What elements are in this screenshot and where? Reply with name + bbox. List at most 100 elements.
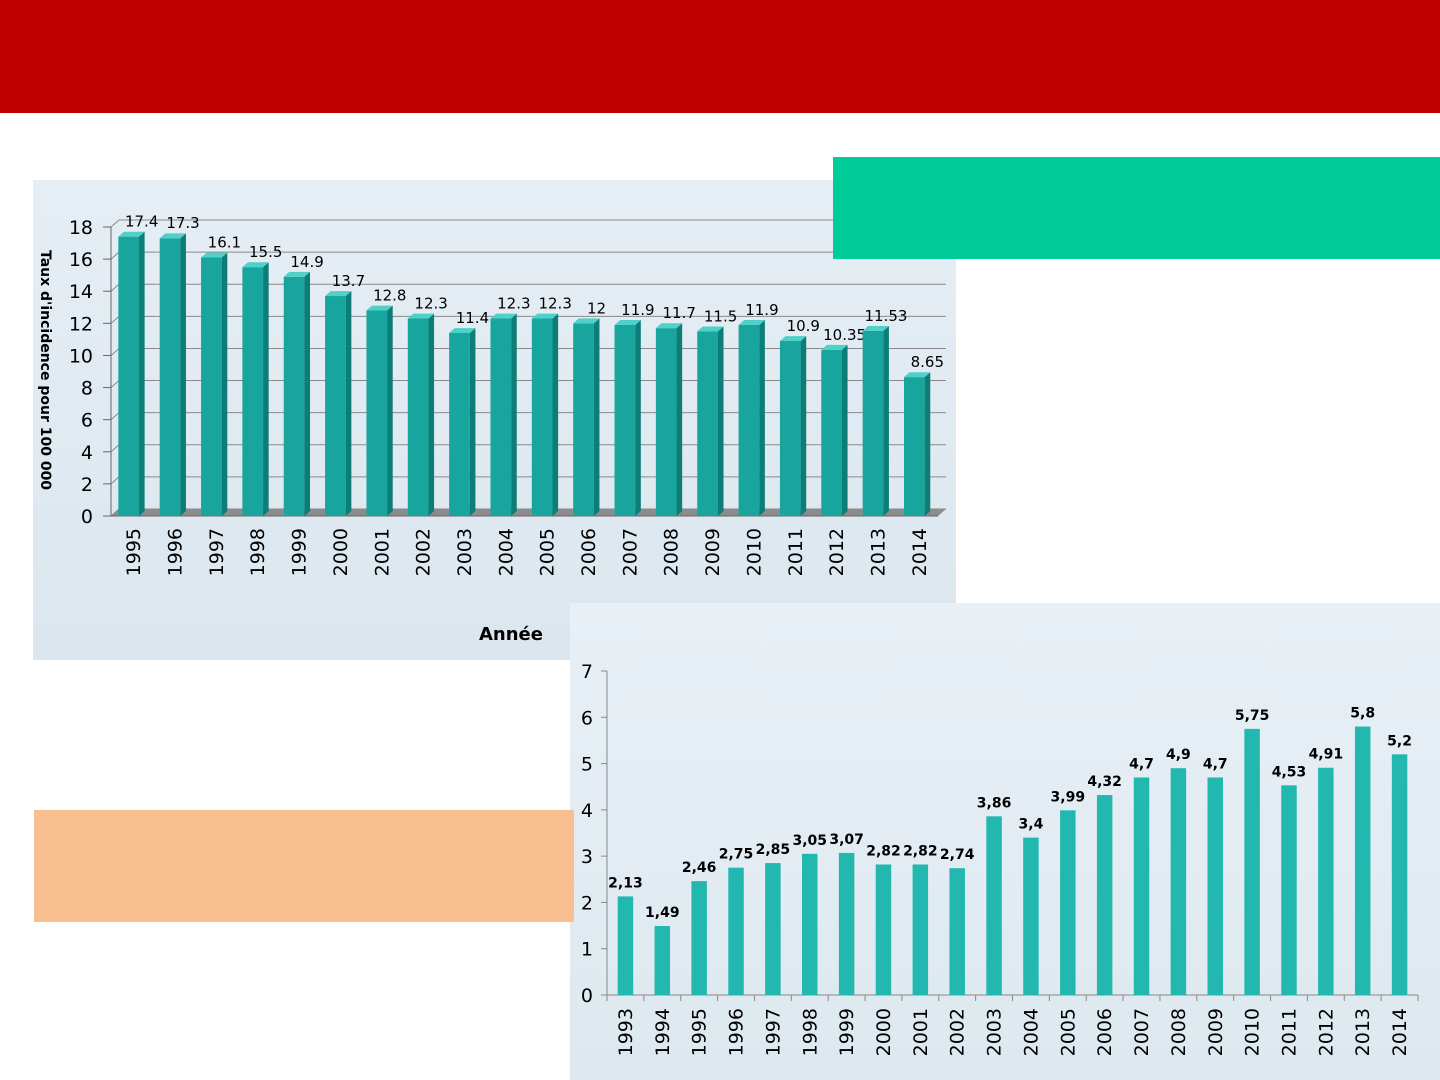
bar-side	[635, 320, 641, 516]
bar	[738, 320, 765, 516]
bar	[838, 852, 855, 995]
bar-front	[159, 238, 181, 516]
bar-front	[862, 330, 884, 516]
bar	[765, 863, 781, 995]
bar-front	[738, 324, 760, 516]
bar-front	[697, 331, 718, 516]
green-box	[833, 157, 1440, 259]
x-tick-label: 1994	[652, 1008, 674, 1056]
bar	[1354, 726, 1371, 995]
bar-top	[903, 372, 931, 378]
gridline-diag	[110, 283, 120, 292]
data-label: 3,07	[829, 832, 864, 848]
bar-top	[283, 271, 311, 277]
bar-side	[387, 305, 393, 516]
chart-1: 0 2 4 6 8 10 12 14 16 18 17.4 1995 17.3 1996 16.1 1997 1…	[37, 213, 946, 645]
y-tick-label: 6	[581, 707, 593, 729]
bar	[779, 336, 807, 516]
chart-floor	[111, 509, 946, 516]
data-label: 10.35	[823, 326, 866, 344]
bar-top	[325, 291, 352, 297]
bar-front	[655, 328, 677, 516]
x-tick-label: 2008	[661, 528, 683, 576]
bar	[1170, 768, 1187, 995]
bar-top	[614, 320, 641, 325]
x-tick-label: 2010	[1242, 1008, 1264, 1056]
gridline-diag	[110, 380, 120, 388]
bar	[862, 325, 889, 516]
data-label: 16.1	[208, 234, 241, 252]
gridline-diag	[110, 348, 120, 356]
data-label: 12.3	[414, 295, 447, 313]
data-label: 11.4	[456, 309, 489, 327]
bar	[728, 867, 744, 995]
bar-front	[407, 318, 429, 516]
x-tick-label: 1995	[123, 528, 145, 576]
bar-side	[924, 372, 931, 516]
bar	[655, 323, 683, 516]
data-label: 12	[587, 299, 606, 317]
data-label: 13.7	[332, 272, 365, 290]
y-tick-label: 8	[81, 378, 93, 400]
x-tick-label: 2001	[371, 528, 393, 576]
bar-top	[407, 313, 435, 319]
bar-side	[759, 320, 765, 516]
bar-side	[676, 323, 683, 516]
bar	[1391, 754, 1408, 995]
bar-top	[821, 344, 848, 350]
data-label: 11.9	[745, 301, 778, 319]
bar-top	[490, 313, 517, 319]
bar	[283, 271, 311, 516]
data-label: 4,91	[1309, 747, 1344, 763]
bar	[366, 305, 393, 516]
x-tick-label: 2001	[910, 1008, 932, 1056]
bar-top	[862, 325, 889, 331]
y-tick-label: 5	[581, 754, 593, 776]
data-label: 14.9	[290, 253, 323, 271]
x-tick-label: 2004	[1020, 1008, 1042, 1056]
bar	[449, 328, 476, 516]
y-tick-label: 12	[69, 313, 93, 335]
x-tick-label: 2009	[1205, 1008, 1227, 1056]
bar	[201, 252, 228, 516]
bar	[1318, 767, 1334, 995]
x-tick-label: 2011	[785, 528, 807, 576]
gridline-diag	[110, 251, 120, 260]
bar-side	[717, 326, 724, 516]
bar-front	[490, 318, 512, 516]
data-label: 3,4	[1019, 817, 1044, 833]
x-tick-label: 2000	[873, 1008, 895, 1056]
y-tick-label: 2	[581, 892, 593, 914]
data-label: 11.7	[663, 304, 696, 322]
bar	[617, 896, 634, 995]
y-tick-label: 4	[581, 800, 593, 822]
bar-front	[242, 267, 264, 516]
data-label: 2,46	[682, 860, 717, 876]
bar	[1060, 810, 1076, 995]
x-tick-label: 2007	[1131, 1008, 1153, 1056]
bar	[407, 313, 435, 516]
bar-front	[614, 324, 636, 516]
bar	[490, 313, 517, 516]
bar	[1244, 728, 1260, 995]
x-tick-label: 2005	[537, 528, 559, 576]
bar	[912, 864, 929, 995]
bar-top	[697, 326, 724, 332]
bar	[325, 291, 352, 516]
x-tick-label: 2006	[578, 528, 600, 576]
data-label: 17.4	[125, 213, 158, 231]
x-tick-label: 1996	[165, 528, 187, 576]
data-label: 2,13	[608, 875, 643, 891]
data-label: 2,82	[903, 843, 938, 859]
bar-top	[655, 323, 683, 329]
bar	[875, 864, 892, 995]
x-tick-label: 2012	[826, 528, 848, 576]
y-tick-label: 14	[69, 281, 93, 303]
bar	[573, 318, 600, 516]
y-tick-label: 1	[581, 939, 593, 961]
bar	[159, 233, 186, 516]
bar-front	[449, 332, 470, 516]
bar-front	[531, 318, 553, 516]
bar	[654, 926, 671, 995]
bar-front	[903, 377, 925, 516]
